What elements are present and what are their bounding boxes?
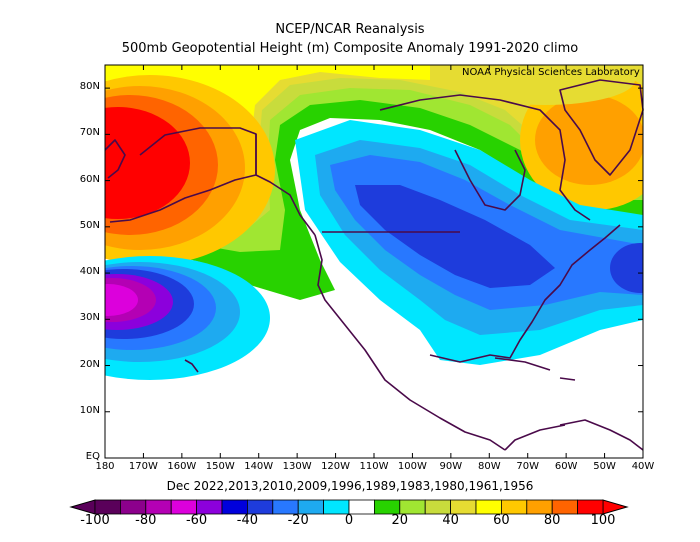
- colorbar-swatch: [120, 499, 147, 515]
- colorbar-swatch: [551, 499, 579, 515]
- coastlines: [104, 79, 644, 451]
- colorbar-swatch: [373, 499, 401, 515]
- lat-tick-label: 10N: [79, 404, 100, 416]
- coast-south-america: [559, 419, 644, 451]
- colorbar-swatch: [94, 499, 121, 515]
- coast-gulf-and-east: [429, 224, 621, 451]
- lon-tick-label: 180: [95, 461, 115, 472]
- tick-marks: [104, 65, 644, 459]
- positive-anomaly-greenland-2: [535, 95, 643, 185]
- colorbar-swatch: [475, 499, 502, 515]
- colorbar-low-arrow: [69, 499, 96, 515]
- colorbar-high-arrow: [602, 499, 629, 515]
- colorbar-label: 100: [590, 513, 616, 528]
- coast-hawaii: [184, 359, 199, 373]
- colorbar-label: 0: [344, 513, 354, 528]
- colorbar-swatch: [246, 499, 274, 515]
- lon-tick-label: 80W: [477, 461, 501, 472]
- colorbar-label: -100: [80, 513, 110, 528]
- negative-anomaly-pacific-7: [105, 284, 138, 316]
- lon-tick-label: 170W: [128, 461, 158, 472]
- colorbar-swatch: [526, 499, 553, 515]
- colorbar-swatch: [196, 499, 223, 515]
- coast-siberia: [104, 139, 126, 179]
- lon-tick-label: 150W: [205, 461, 235, 472]
- colorbar-swatch: [145, 499, 172, 515]
- composite-years-caption: Dec 2022,2013,2010,2009,1996,1989,1983,1…: [166, 479, 534, 493]
- lon-tick-label: 140W: [244, 461, 274, 472]
- colorbar-label: -80: [135, 513, 157, 528]
- negative-anomaly-atlantic: [610, 243, 643, 293]
- coast-hudson-bay: [454, 149, 526, 211]
- lon-tick-label: 100W: [397, 461, 427, 472]
- colorbar-swatch: [170, 499, 197, 515]
- colorbar-swatch: [348, 499, 375, 515]
- coast-caribbean: [494, 357, 576, 381]
- lat-tick-label: 50N: [79, 219, 100, 231]
- colorbar-label: 20: [391, 513, 409, 528]
- lon-tick-label: 130W: [282, 461, 312, 472]
- colorbar-swatch: [424, 499, 452, 515]
- lat-tick-label: 80N: [79, 81, 100, 93]
- colorbar-swatch: [577, 499, 604, 515]
- lat-tick-label: 40N: [79, 266, 100, 278]
- coast-north-america-west: [314, 234, 506, 451]
- lat-tick-label: 30N: [79, 312, 100, 324]
- lon-tick-label: 60W: [554, 461, 578, 472]
- colorbar-swatch: [297, 499, 325, 515]
- lat-tick-label: 20N: [79, 358, 100, 370]
- colorbar-swatch: [221, 499, 248, 515]
- colorbar-swatch: [323, 499, 350, 515]
- lon-tick-label: 40W: [631, 461, 655, 472]
- coast-greenland: [559, 79, 644, 176]
- positive-anomaly-alaska-4: [105, 107, 190, 219]
- credit-label: NOAA Physical Sciences Laboratory: [462, 67, 640, 78]
- lon-tick-label: 50W: [593, 461, 616, 472]
- lon-tick-label: 160W: [167, 461, 197, 472]
- colorbar-swatch: [399, 499, 426, 515]
- lat-tick-label: 70N: [79, 127, 100, 139]
- colorbar-label: 60: [493, 513, 510, 528]
- lon-tick-label: 70W: [516, 461, 540, 472]
- negative-anomaly-namerica-4: [355, 185, 555, 288]
- colorbar-label: -40: [236, 513, 258, 528]
- positive-anomaly-arctic: [455, 65, 635, 105]
- colorbar-swatch: [450, 499, 477, 515]
- chart-title: NCEP/NCAR Reanalysis: [275, 22, 425, 37]
- lon-tick-label: 120W: [321, 461, 351, 472]
- lat-tick-label: 60N: [79, 173, 100, 185]
- lon-tick-label: 90W: [439, 461, 463, 472]
- lat-tick-label: EQ: [85, 451, 100, 462]
- colorbar: [69, 499, 629, 515]
- colorbar-swatch: [500, 499, 528, 515]
- lon-tick-label: 110W: [359, 461, 389, 472]
- colorbar-label: -20: [287, 513, 309, 528]
- colorbar-swatch: [272, 499, 299, 515]
- coast-arctic-archipelago: [379, 94, 591, 221]
- colorbar-label: -60: [185, 513, 208, 528]
- colorbar-label: 80: [543, 513, 561, 528]
- anomaly-field: [105, 65, 643, 458]
- chart-subtitle: 500mb Geopotential Height (m) Composite …: [121, 41, 579, 56]
- colorbar-label: 40: [442, 513, 459, 528]
